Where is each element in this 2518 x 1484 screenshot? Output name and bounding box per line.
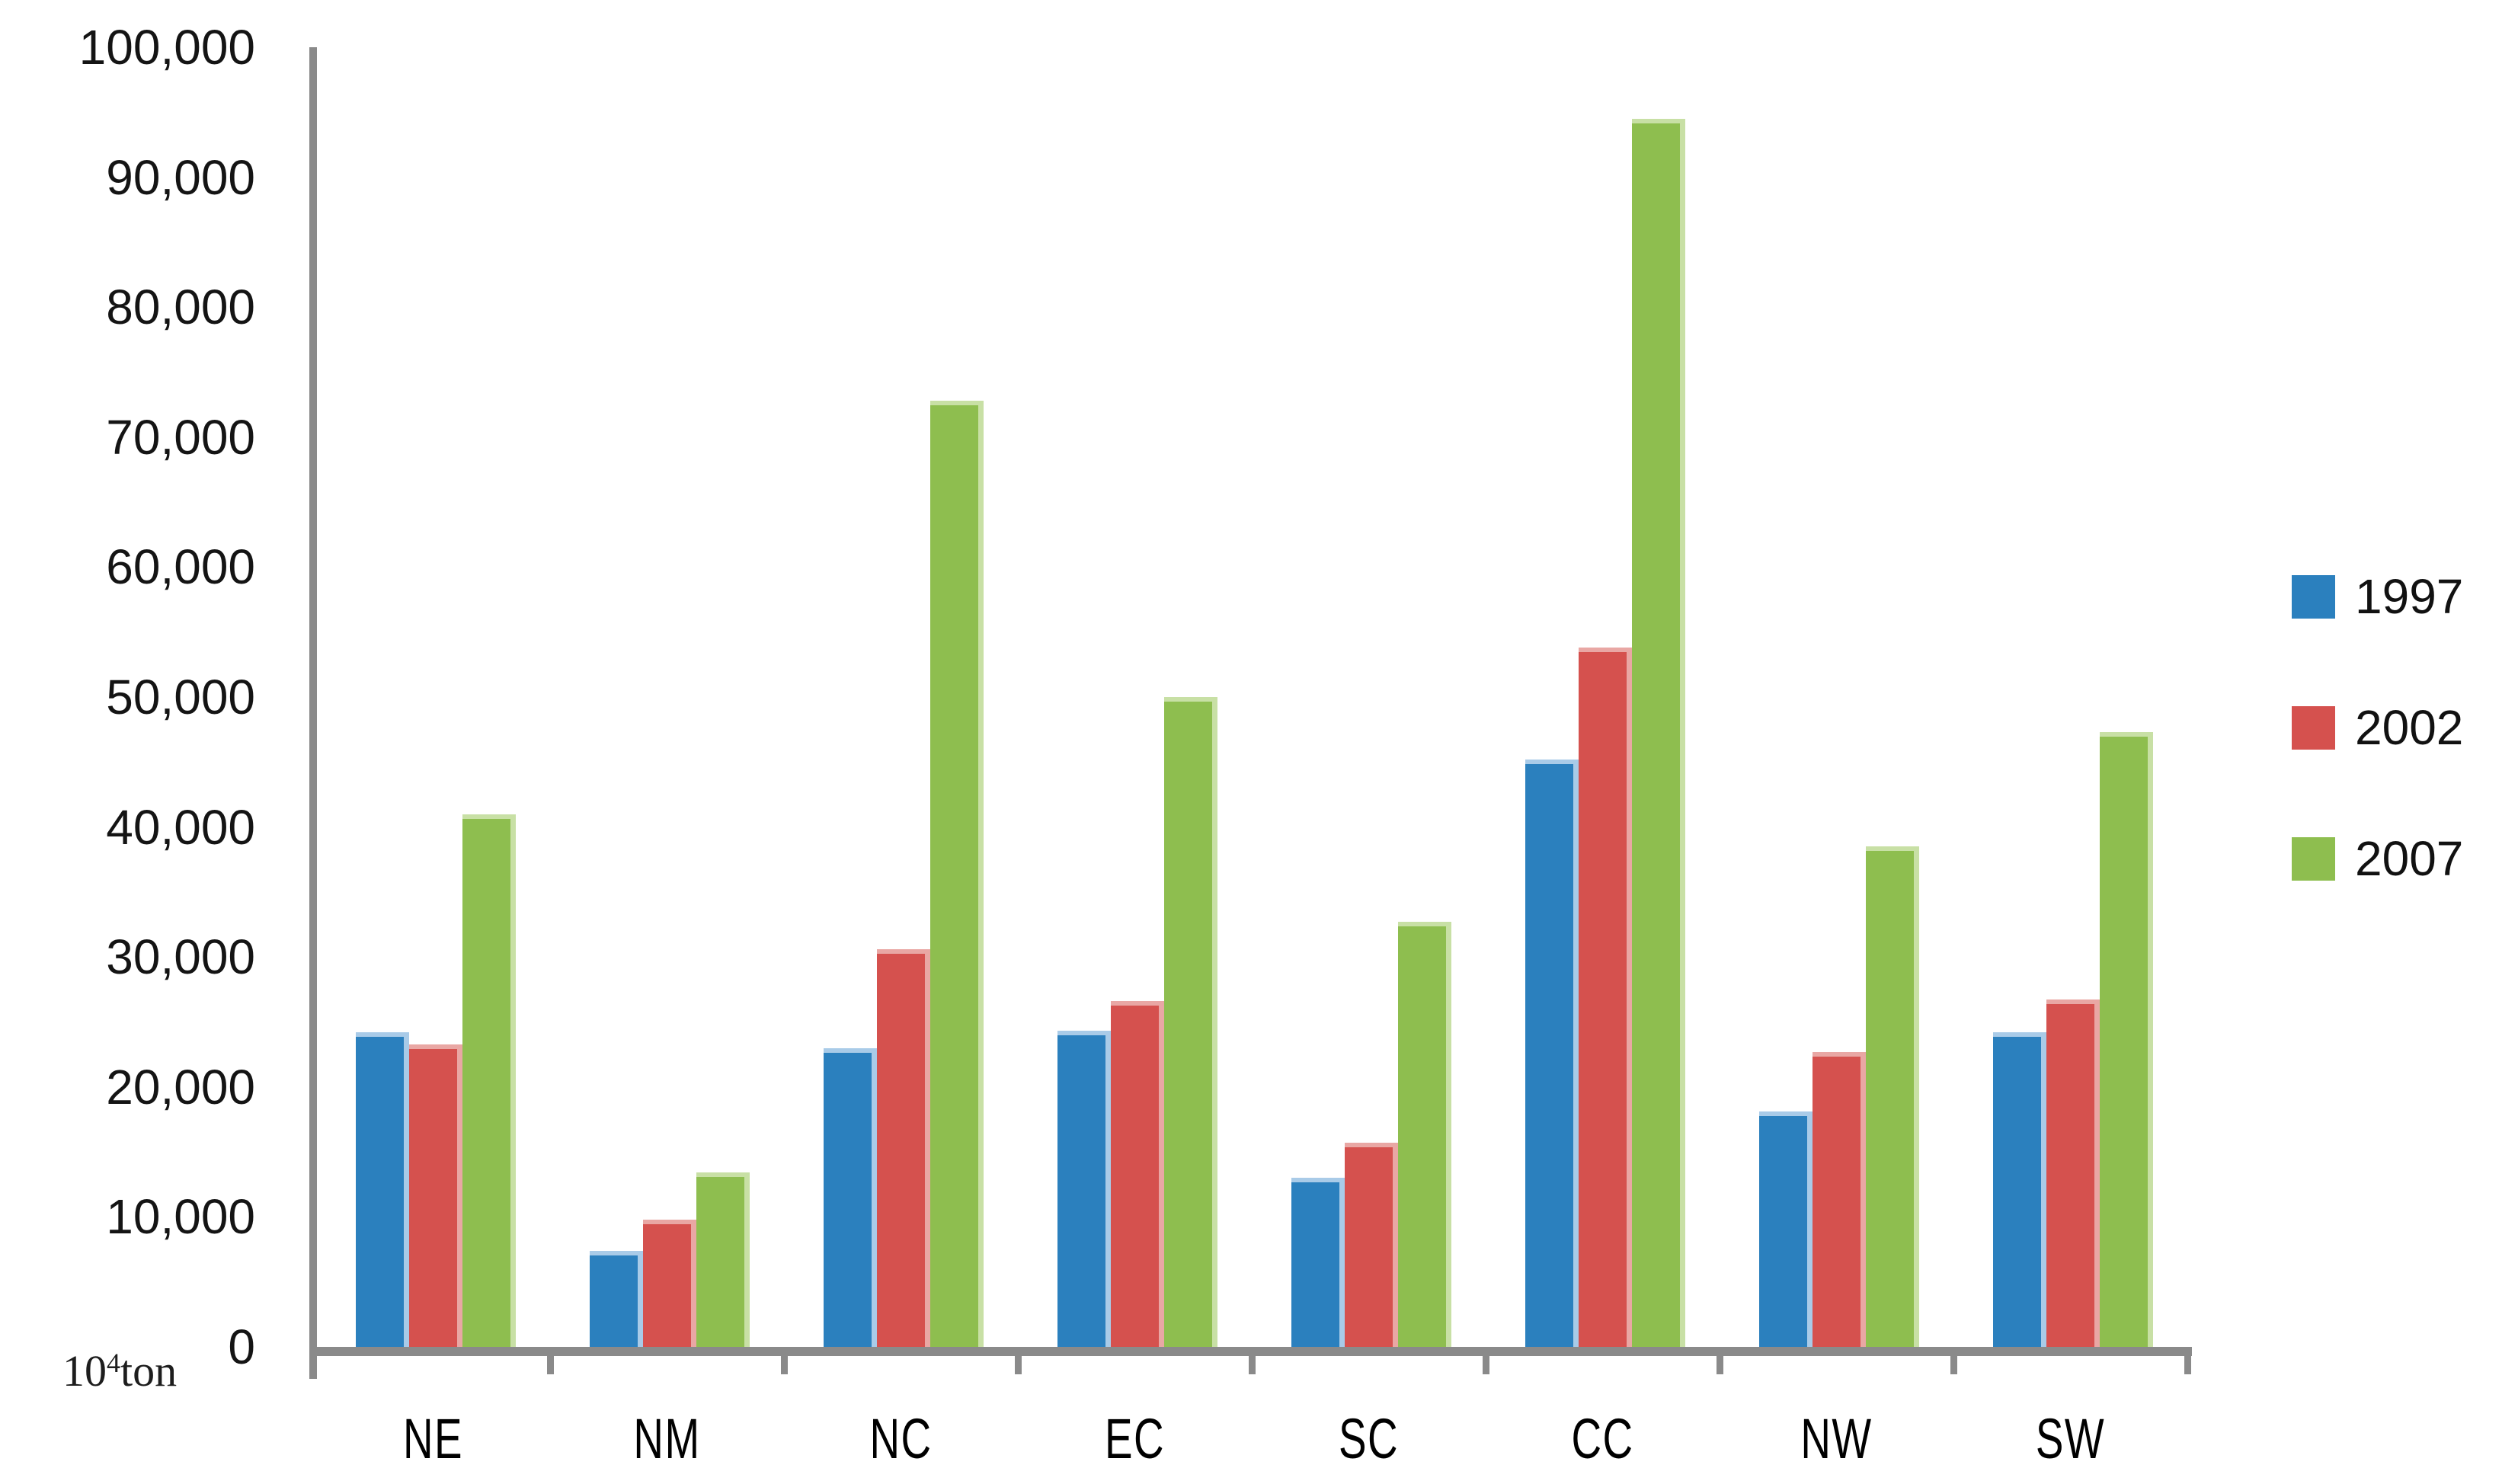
x-category-label-nm: NM (633, 1407, 701, 1470)
bar-cc-1997 (1525, 760, 1579, 1347)
legend-swatch-2007 (2292, 836, 2335, 881)
y-tick-label: 100,000 (78, 20, 255, 75)
bar-group-ne (316, 47, 550, 1347)
y-tick-label: 80,000 (106, 280, 255, 335)
y-axis-line (309, 47, 317, 1379)
x-axis-tick (1950, 1351, 1957, 1374)
x-axis-tick (1483, 1351, 1489, 1374)
x-category-label-ne: NE (402, 1407, 464, 1470)
y-tick-label: 10,000 (106, 1189, 255, 1245)
legend-item-1997: 1997 (2292, 569, 2463, 624)
bar-nw-2002 (1813, 1052, 1866, 1347)
x-category-label-nc: NC (869, 1407, 933, 1470)
x-axis-tick (1015, 1351, 1022, 1374)
bar-sw-2002 (2046, 999, 2100, 1347)
y-tick-label: 40,000 (106, 799, 255, 855)
y-tick-label: 90,000 (106, 149, 255, 205)
bar-ec-2007 (1164, 697, 1217, 1347)
x-axis-tick (1717, 1351, 1723, 1374)
legend-label-1997: 1997 (2355, 569, 2464, 624)
plot-area (309, 47, 2192, 1379)
y-tick-label: 20,000 (106, 1059, 255, 1115)
x-category-label-sc: SC (1338, 1407, 1400, 1470)
bar-group-sc (1252, 47, 1486, 1347)
legend-swatch-1997 (2292, 574, 2335, 619)
bar-cc-2007 (1632, 119, 1685, 1347)
bar-ec-1997 (1057, 1031, 1111, 1347)
bar-nm-2007 (696, 1172, 750, 1347)
bar-nm-1997 (590, 1251, 643, 1347)
unit-exponent: 4 (107, 1348, 120, 1378)
legend: 1997 2002 2007 (2292, 569, 2463, 967)
bar-group-nc (784, 47, 1018, 1347)
unit-base: 10 (62, 1346, 107, 1396)
x-category-label-sw: SW (2035, 1407, 2106, 1470)
y-axis-unit-label: 104ton (62, 1345, 177, 1396)
x-category-label-ec: EC (1104, 1407, 1166, 1470)
bar-sc-2002 (1345, 1143, 1398, 1347)
bar-nm-2002 (643, 1220, 696, 1347)
y-tick-label: 0 (228, 1319, 255, 1374)
bar-group-sw (1953, 47, 2187, 1347)
bar-nw-2007 (1866, 846, 1919, 1347)
legend-swatch-2002 (2292, 705, 2335, 750)
bar-sc-1997 (1291, 1178, 1345, 1347)
bar-ne-2002 (409, 1044, 462, 1347)
bar-group-nw (1720, 47, 1953, 1347)
legend-item-2007: 2007 (2292, 831, 2463, 886)
x-category-label-nw: NW (1800, 1407, 1873, 1470)
y-tick-label: 70,000 (106, 409, 255, 465)
x-axis-tick (781, 1351, 788, 1374)
bar-nc-2007 (930, 401, 984, 1347)
bar-sc-2007 (1398, 922, 1451, 1347)
y-tick-label: 50,000 (106, 670, 255, 724)
legend-item-2002: 2002 (2292, 700, 2463, 755)
bar-ec-2002 (1111, 1001, 1164, 1347)
legend-label-2002: 2002 (2355, 700, 2464, 755)
bar-group-nm (550, 47, 784, 1347)
x-axis-tick (2184, 1351, 2191, 1374)
x-axis-tick (309, 1351, 316, 1374)
x-axis-tick (1249, 1351, 1256, 1374)
bar-nw-1997 (1759, 1111, 1813, 1347)
bar-group-ec (1018, 47, 1252, 1347)
y-tick-label: 60,000 (106, 539, 255, 595)
bar-ne-2007 (462, 814, 516, 1347)
bar-sw-1997 (1993, 1032, 2046, 1347)
bar-group-cc (1486, 47, 1720, 1347)
y-tick-label: 30,000 (106, 929, 255, 985)
bar-nc-2002 (877, 949, 930, 1347)
bar-cc-2002 (1579, 648, 1632, 1347)
bar-sw-2007 (2100, 732, 2153, 1347)
bar-ne-1997 (356, 1032, 409, 1347)
x-category-label-cc: CC (1571, 1407, 1634, 1470)
bar-nc-1997 (824, 1048, 877, 1347)
x-axis-tick (547, 1351, 554, 1374)
legend-label-2007: 2007 (2355, 831, 2464, 886)
unit-suffix: ton (120, 1346, 178, 1396)
